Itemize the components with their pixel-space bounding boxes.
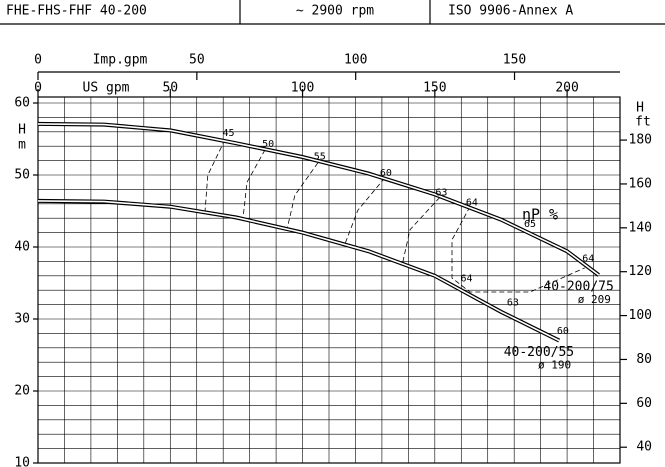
head-curve-inner — [37, 200, 560, 342]
y-axis-label: H — [18, 123, 26, 138]
efficiency-label: 63 — [507, 297, 519, 308]
header-model: FHE-FHS-FHF 40-200 — [6, 4, 147, 19]
efficiency-line — [344, 177, 386, 245]
plot-frame — [37, 96, 621, 464]
y-tick-label: 60 — [14, 96, 30, 111]
x-tick-label: 50 — [162, 81, 178, 96]
y2-tick-label: 180 — [629, 133, 652, 148]
y-tick-label: 30 — [14, 312, 30, 327]
x2-tick-label: 0 — [34, 53, 42, 68]
y-tick-label: 10 — [14, 456, 30, 467]
efficiency-line — [204, 139, 226, 214]
efficiency-label: 63 — [435, 187, 447, 198]
efficiency-label: 64 — [461, 274, 473, 285]
x2-tick-label: 150 — [503, 53, 526, 68]
curve-label: 40-200/55 — [504, 345, 574, 360]
efficiency-label: 50 — [262, 139, 274, 150]
header-speed: ~ 2900 rpm — [296, 4, 374, 19]
efficiency-line — [402, 197, 441, 263]
y2-tick-label: 100 — [629, 308, 652, 323]
x-tick-label: 150 — [423, 81, 446, 96]
head-curve-inner — [37, 123, 600, 276]
x2-tick-label: 50 — [189, 53, 205, 68]
efficiency-label: 65 — [524, 219, 536, 230]
y2-tick-label: 60 — [636, 396, 652, 411]
y-tick-label: 40 — [14, 240, 30, 255]
y2-axis-label: H — [636, 101, 644, 116]
y2-tick-label: 80 — [636, 352, 652, 367]
y-axis-unit: m — [18, 138, 26, 153]
efficiency-title: ηP % — [522, 206, 558, 224]
y2-axis-unit: ft — [635, 115, 651, 130]
x-tick-label: 100 — [291, 81, 314, 96]
head-curve — [37, 121, 601, 277]
impeller-label: ø 209 — [578, 293, 611, 306]
efficiency-label: 60 — [380, 168, 392, 179]
y2-tick-label: 160 — [629, 176, 652, 191]
y-tick-label: 20 — [14, 384, 30, 399]
x-tick-label: 0 — [34, 81, 42, 96]
efficiency-label: 55 — [314, 151, 326, 162]
x-tick-label: 200 — [555, 81, 578, 96]
x2-tick-label: 100 — [344, 53, 367, 68]
curve-label: 40-200/75 — [543, 280, 613, 295]
efficiency-label: 64 — [582, 254, 594, 265]
y-tick-label: 50 — [14, 168, 30, 183]
y2-tick-label: 120 — [629, 264, 652, 279]
impeller-label: ø 190 — [538, 359, 571, 372]
y2-tick-label: 140 — [629, 220, 652, 235]
x2-axis-label: Imp.gpm — [93, 53, 148, 68]
y2-tick-label: 40 — [636, 440, 652, 455]
efficiency-label: 45 — [222, 128, 234, 139]
efficiency-label: 60 — [557, 326, 569, 337]
efficiency-line — [451, 206, 585, 293]
head-curve — [37, 198, 561, 343]
x-axis-label: US gpm — [83, 81, 130, 96]
efficiency-label: 64 — [466, 197, 478, 208]
efficiency-line — [242, 149, 266, 219]
header-standard: ISO 9906-Annex A — [448, 4, 573, 19]
